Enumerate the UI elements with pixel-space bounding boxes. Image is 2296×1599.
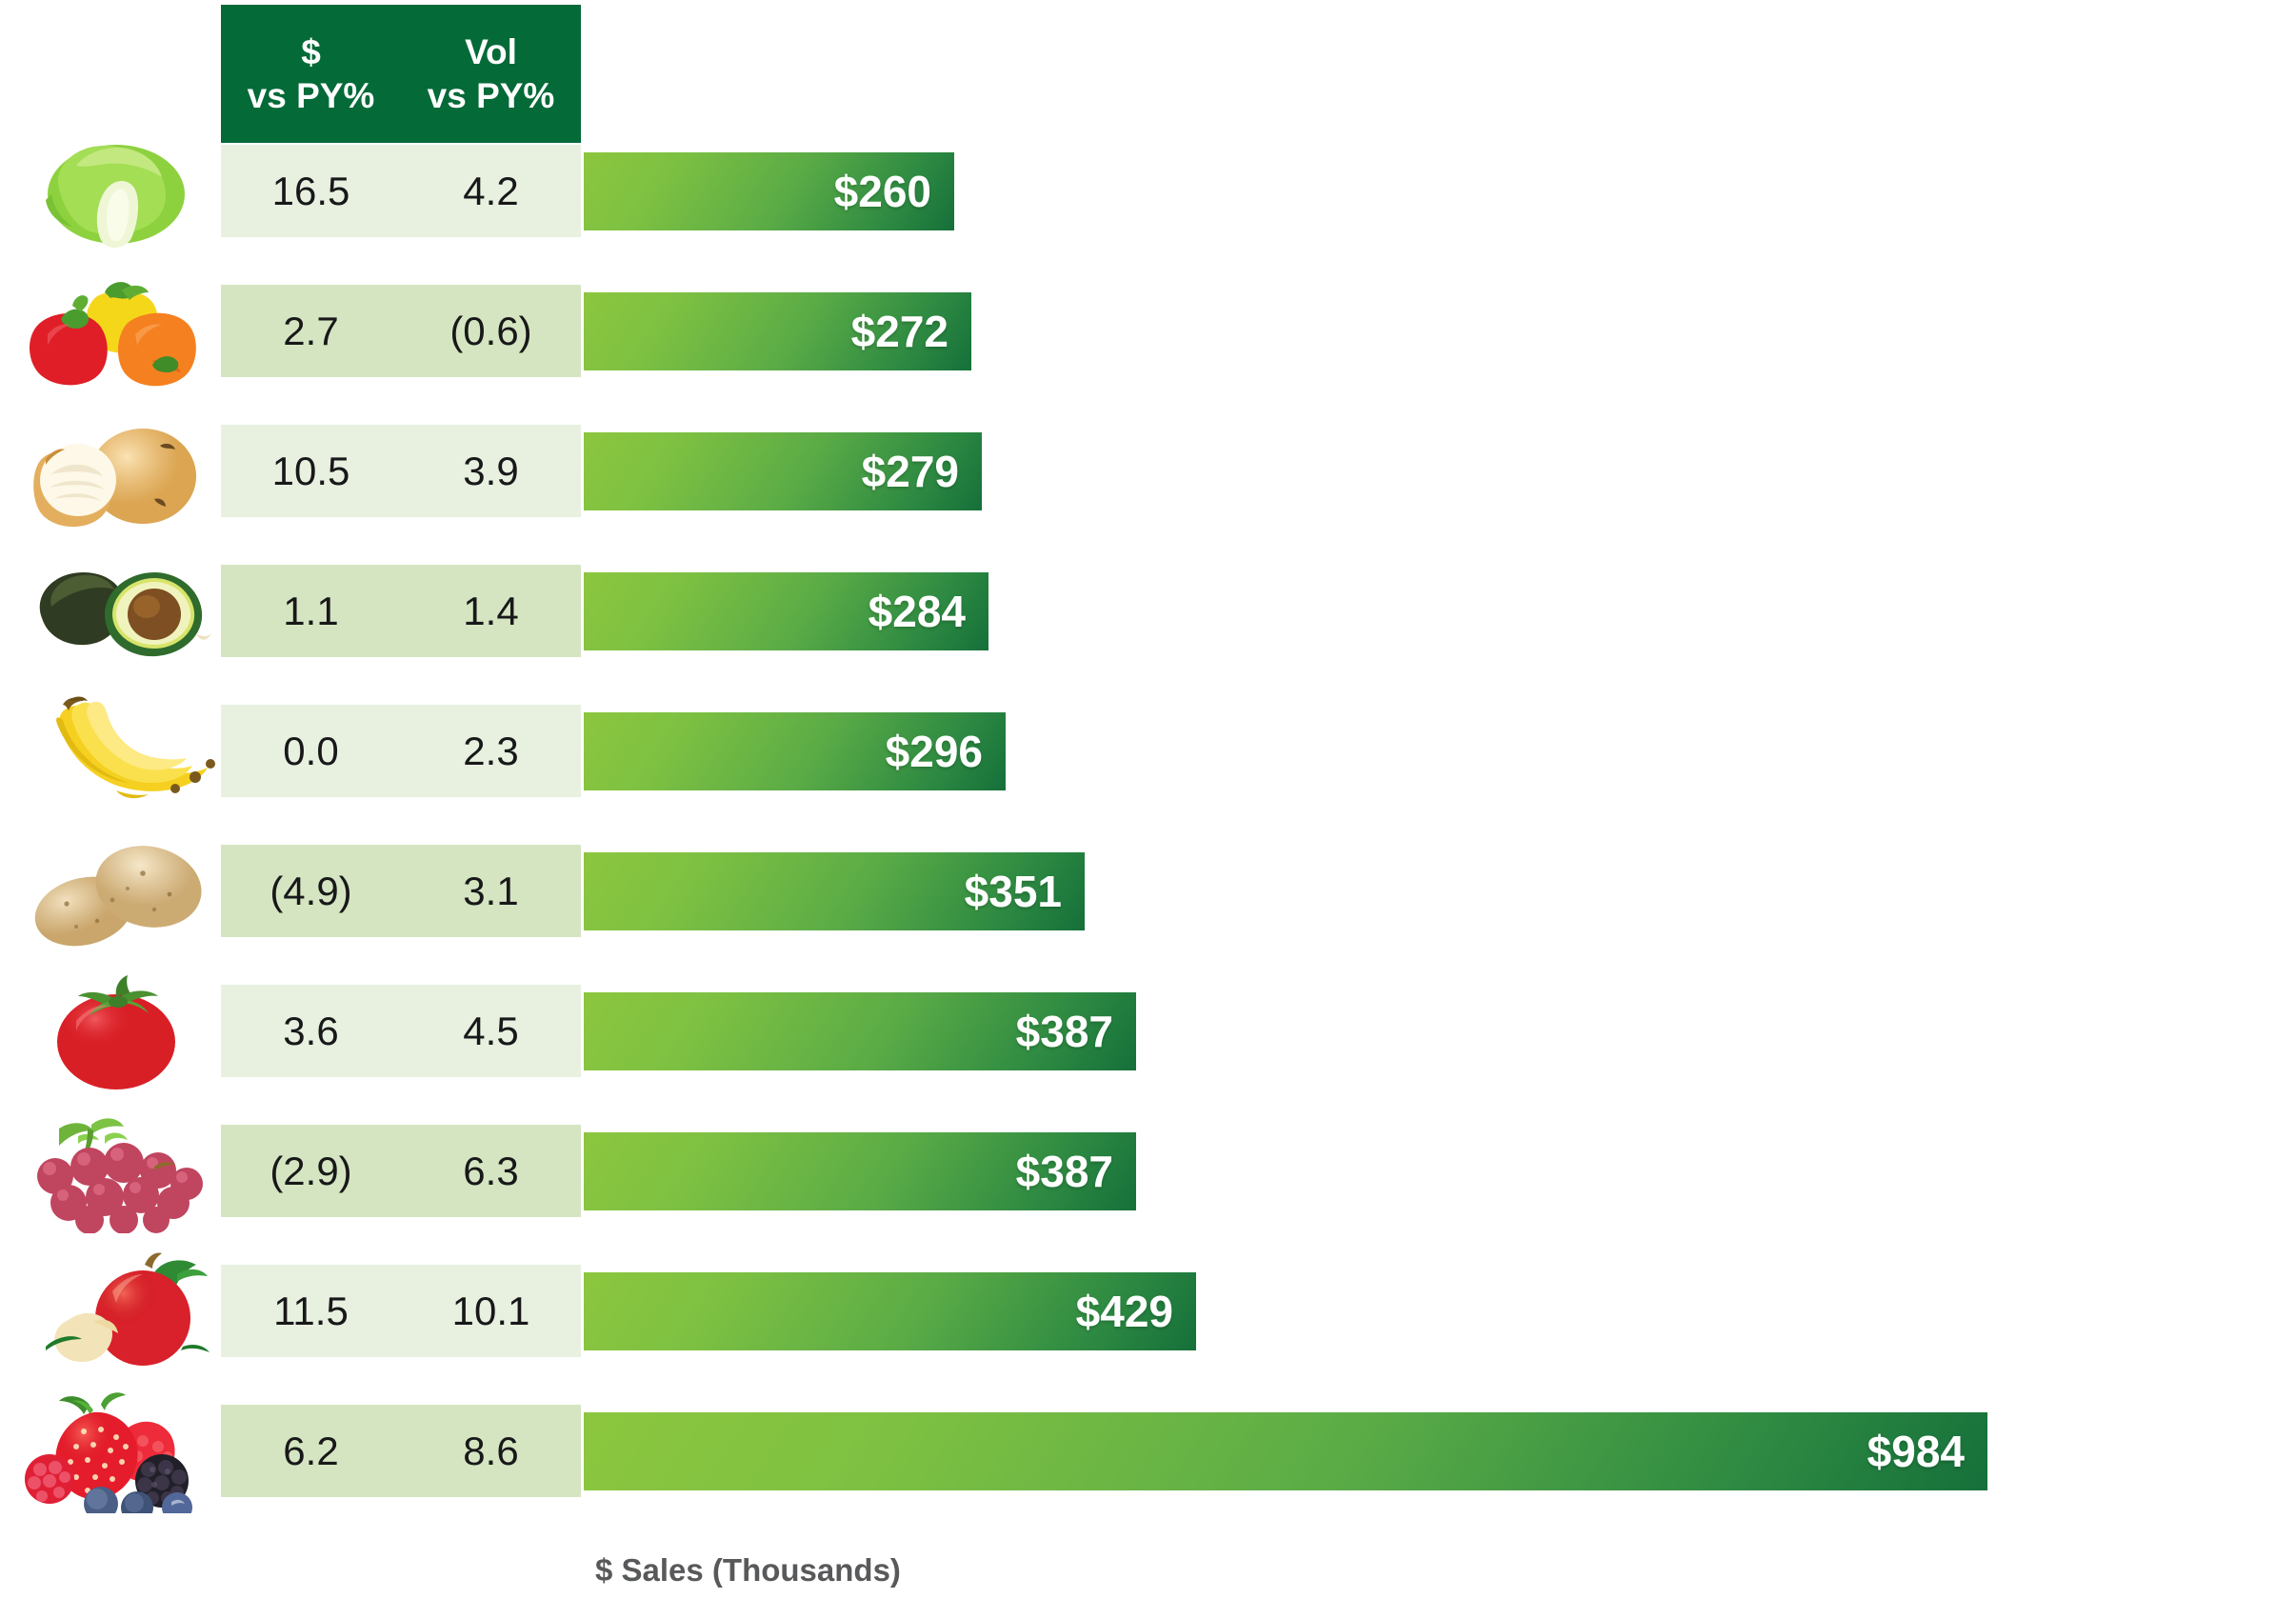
- sales-bar-label: $351: [964, 867, 1062, 916]
- table-row: (4.9) 3.1 $351: [0, 845, 2296, 947]
- cell-vol-vs-py: 6.3: [463, 1148, 519, 1193]
- row-value-band: 10.5 3.9: [221, 425, 581, 517]
- berries-icon: [10, 1388, 224, 1513]
- table-header: $ vs PY% Vol vs PY%: [221, 5, 581, 143]
- row-value-band: 2.7 (0.6): [221, 285, 581, 377]
- cell-vol-vs-py: 10.1: [451, 1288, 530, 1333]
- cell-dollar-vs-py: 10.5: [271, 448, 350, 493]
- cell-dollar-vs-py: 16.5: [271, 168, 350, 213]
- header-col-vol-vs-py: Vol vs PY%: [401, 5, 581, 143]
- x-axis-caption: $ Sales (Thousands): [595, 1552, 901, 1588]
- table-row: 1.1 1.4 $284: [0, 565, 2296, 657]
- table-row: 2.7 (0.6) $272: [0, 282, 2296, 387]
- row-value-band: 16.5 4.2: [221, 145, 581, 237]
- sales-bar-label: $387: [1015, 1007, 1113, 1056]
- table-row: 6.2 8.6 $984: [0, 1392, 2296, 1513]
- bell-peppers-icon: [10, 268, 224, 393]
- sales-bar-label: $984: [1867, 1427, 1965, 1476]
- cell-vol-vs-py: 1.4: [463, 588, 519, 633]
- sales-bar: $387: [584, 992, 1136, 1070]
- lettuce-icon: [10, 128, 224, 253]
- table-row: 3.6 4.5 $387: [0, 975, 2296, 1089]
- header-col-dollar-line1: $: [301, 32, 321, 72]
- header-col-vol-line2: vs PY%: [427, 75, 555, 115]
- cell-dollar-vs-py: 6.2: [283, 1428, 339, 1473]
- cell-vol-vs-py: 3.1: [463, 868, 519, 913]
- row-value-band: 0.0 2.3: [221, 705, 581, 797]
- header-col-dollar-line2: vs PY%: [247, 75, 375, 115]
- row-value-band: 3.6 4.5: [221, 985, 581, 1077]
- cell-vol-vs-py: 4.2: [463, 168, 519, 213]
- cell-dollar-vs-py: (2.9): [270, 1148, 352, 1193]
- row-value-band: 11.5 10.1: [221, 1265, 581, 1357]
- avocado-icon: [10, 548, 224, 673]
- sales-bar: $387: [584, 1132, 1136, 1210]
- sales-bar-label: $387: [1015, 1147, 1113, 1196]
- cell-dollar-vs-py: 3.6: [283, 1008, 339, 1053]
- table-row: 11.5 10.1 $429: [0, 1252, 2296, 1366]
- sales-bar: $351: [584, 852, 1085, 930]
- cell-vol-vs-py: 8.6: [463, 1428, 519, 1473]
- cell-dollar-vs-py: 0.0: [283, 728, 339, 773]
- sales-bar-label: $279: [861, 447, 959, 496]
- table-row: 10.5 3.9 $279: [0, 425, 2296, 528]
- sales-bar: $984: [584, 1412, 1987, 1490]
- table-row: 16.5 4.2 $260: [0, 145, 2296, 249]
- header-col-vol-line1: Vol: [465, 32, 517, 72]
- sales-bar-label: $296: [885, 727, 983, 776]
- cell-dollar-vs-py: 11.5: [273, 1288, 349, 1333]
- sales-bar-label: $272: [850, 307, 948, 356]
- sales-bar-label: $284: [868, 587, 966, 636]
- onions-icon: [10, 408, 224, 533]
- bananas-icon: [10, 688, 224, 813]
- row-value-band: 1.1 1.4: [221, 565, 581, 657]
- cell-dollar-vs-py: 2.7: [283, 308, 339, 353]
- cell-vol-vs-py: 3.9: [463, 448, 519, 493]
- cell-dollar-vs-py: (4.9): [270, 868, 352, 913]
- sales-bar-label: $260: [833, 167, 931, 216]
- sales-bar: $279: [584, 432, 982, 510]
- row-value-band: (4.9) 3.1: [221, 845, 581, 937]
- row-value-band: 6.2 8.6: [221, 1405, 581, 1497]
- sales-bar: $284: [584, 572, 988, 650]
- table-row: 0.0 2.3 $296: [0, 696, 2296, 799]
- sales-bar: $429: [584, 1272, 1196, 1350]
- grapes-icon: [10, 1108, 224, 1233]
- cell-vol-vs-py: 2.3: [463, 728, 519, 773]
- header-col-dollar-vs-py: $ vs PY%: [221, 5, 401, 143]
- cell-dollar-vs-py: 1.1: [283, 588, 339, 633]
- table-row: (2.9) 6.3 $387: [0, 1118, 2296, 1233]
- sales-bar: $296: [584, 712, 1006, 790]
- sales-bar-label: $429: [1075, 1287, 1173, 1336]
- potatoes-icon: [10, 828, 224, 953]
- tomato-icon: [10, 968, 224, 1093]
- sales-bar: $260: [584, 152, 954, 230]
- sales-bar: $272: [584, 292, 971, 370]
- apple-icon: [10, 1248, 224, 1373]
- cell-vol-vs-py: 4.5: [463, 1008, 519, 1053]
- row-value-band: (2.9) 6.3: [221, 1125, 581, 1217]
- cell-vol-vs-py: (0.6): [449, 308, 532, 353]
